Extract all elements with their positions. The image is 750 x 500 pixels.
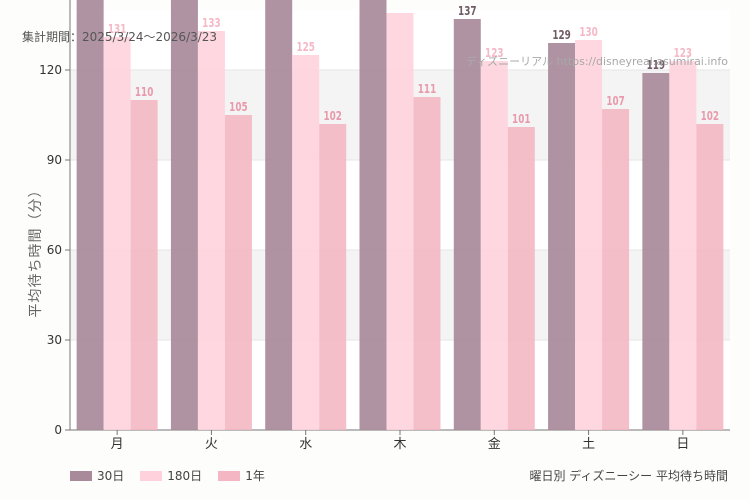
data-label: 102 [701,109,720,123]
y-tick-label: 90 [47,153,62,167]
x-tick-label: 金 [488,436,501,452]
source-watermark: ディズニーリアル https://disneyreal.asumirai.inf… [465,55,728,68]
y-tick-label: 120 [39,63,62,77]
bar-180日-日 [669,61,697,430]
bar-1年-木 [413,97,441,430]
y-tick-label: 0 [54,423,62,437]
x-tick-label: 木 [393,437,406,452]
legend-swatch-180d [140,470,163,481]
data-label: 119 [647,58,666,72]
data-label: 111 [418,82,437,96]
bar-180日-土 [575,40,603,430]
data-label: 102 [323,109,342,123]
bar-1年-土 [602,109,630,430]
data-label: 137 [458,4,477,18]
bar-180日-木 [386,13,414,430]
data-label: 107 [606,94,625,108]
y-axis-label: 平均待ち時間（分） [28,182,44,318]
bar-30日-日 [642,73,670,430]
bar-180日-金 [480,61,508,430]
bar-30日-火 [170,0,198,430]
x-tick-label: 火 [205,437,218,452]
data-label: 133 [202,16,221,30]
bar-180日-火 [197,31,225,430]
data-label: 129 [552,28,571,42]
bar-30日-水 [265,0,293,430]
y-tick-label: 30 [47,333,62,347]
legend-item-1y: 1年 [218,467,265,484]
data-label: 101 [512,112,531,126]
data-label: 130 [579,25,598,39]
bar-30日-金 [453,19,481,430]
x-tick-label: 土 [582,437,595,452]
bar-30日-木 [359,0,387,430]
legend-label-180d: 180日 [167,469,203,483]
legend-item-180d: 180日 [140,467,202,484]
chart-caption: 曜日別 ディズニーシー 平均待ち時間 [529,469,728,483]
x-tick-label: 水 [299,437,312,452]
data-label: 105 [229,100,248,114]
bar-1年-金 [507,127,535,430]
bar-1年-水 [319,124,347,430]
collection-period: 集計期間：2025/3/24〜2026/3/23 [22,30,218,44]
bar-180日-月 [103,37,131,430]
legend-item-30d: 30日 [70,467,124,484]
legend-label-30d: 30日 [97,469,125,483]
bar-30日-土 [548,43,576,430]
bar-1年-日 [696,124,724,430]
data-label: 131 [108,22,127,36]
data-label: 123 [674,46,693,60]
bar-30日-月 [76,0,104,430]
legend-label-1y: 1年 [245,469,265,483]
y-tick-label: 60 [47,243,62,257]
data-label: 125 [296,40,315,54]
data-label: 110 [135,85,154,99]
data-label: 123 [485,46,504,60]
bar-180日-水 [292,55,320,430]
bar-1年-火 [224,115,252,430]
legend-swatch-1y [218,470,241,481]
legend: 30日 180日 1年 [70,467,265,484]
x-tick-label: 日 [676,437,689,452]
bar-1年-月 [130,100,158,430]
x-tick-label: 月 [111,437,124,452]
legend-swatch-30d [70,470,92,481]
